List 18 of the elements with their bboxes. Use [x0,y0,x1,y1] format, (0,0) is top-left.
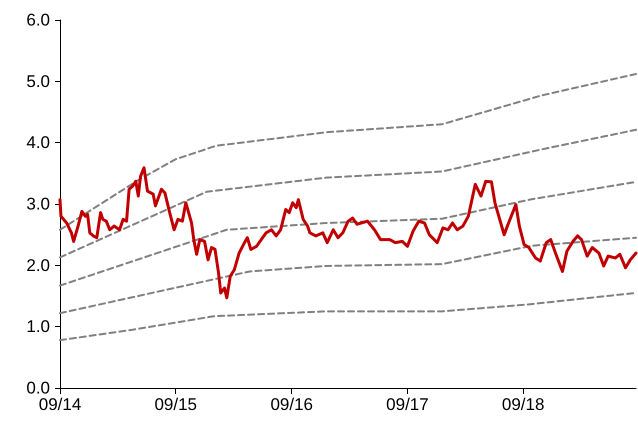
y-tick-label: 2.0 [26,256,50,275]
line-series [59,292,637,342]
y-tick-label: 3.0 [26,194,50,214]
x-tick-label: 09/17 [386,395,429,414]
y-tick-label: 4.0 [26,133,50,152]
y-tick-label: 1.0 [26,317,50,336]
line-series [59,180,637,287]
x-tick-label: 09/18 [502,395,544,414]
y-tick-label: 0.0 [26,378,50,398]
y-tick-label: 6.0 [26,10,50,30]
line-series [59,128,637,258]
line-series [59,236,637,314]
x-tick-label: 09/16 [270,395,314,414]
x-tick-label: 09/14 [38,395,82,414]
x-tick-label: 09/15 [154,395,197,414]
line-series [59,72,637,231]
y-tick-label: 5.0 [26,72,50,91]
line-series [58,166,638,300]
